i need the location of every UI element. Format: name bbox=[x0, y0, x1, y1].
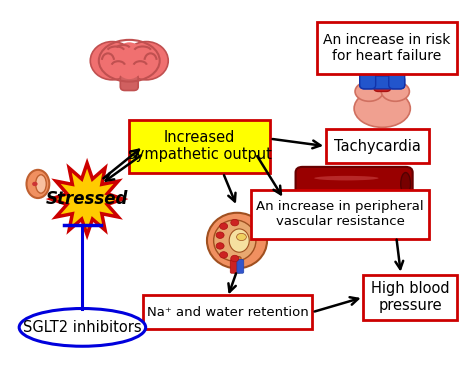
Ellipse shape bbox=[36, 175, 46, 193]
Ellipse shape bbox=[355, 82, 383, 101]
Ellipse shape bbox=[401, 172, 410, 195]
Ellipse shape bbox=[124, 42, 168, 80]
Ellipse shape bbox=[237, 233, 246, 241]
FancyBboxPatch shape bbox=[296, 167, 413, 201]
FancyBboxPatch shape bbox=[251, 190, 429, 239]
FancyBboxPatch shape bbox=[360, 76, 405, 89]
Ellipse shape bbox=[32, 182, 37, 186]
Text: High blood
pressure: High blood pressure bbox=[371, 281, 450, 313]
FancyBboxPatch shape bbox=[317, 22, 457, 74]
Ellipse shape bbox=[90, 42, 134, 80]
FancyBboxPatch shape bbox=[237, 260, 244, 273]
FancyBboxPatch shape bbox=[326, 129, 429, 163]
Ellipse shape bbox=[19, 309, 146, 346]
FancyBboxPatch shape bbox=[374, 74, 391, 92]
FancyBboxPatch shape bbox=[129, 120, 270, 173]
FancyBboxPatch shape bbox=[233, 257, 241, 273]
Text: Increased
sympathetic output: Increased sympathetic output bbox=[128, 130, 272, 162]
Text: SGLT2 inhibitors: SGLT2 inhibitors bbox=[23, 320, 142, 335]
Ellipse shape bbox=[207, 213, 267, 268]
Ellipse shape bbox=[214, 220, 256, 261]
Text: Stressed: Stressed bbox=[46, 190, 128, 208]
FancyBboxPatch shape bbox=[360, 70, 376, 89]
FancyBboxPatch shape bbox=[389, 70, 405, 89]
Text: Na⁺ and water retention: Na⁺ and water retention bbox=[147, 306, 309, 319]
Text: An increase in risk
for heart failure: An increase in risk for heart failure bbox=[323, 33, 451, 63]
Ellipse shape bbox=[231, 219, 239, 226]
Ellipse shape bbox=[219, 252, 228, 258]
Ellipse shape bbox=[231, 255, 239, 262]
Ellipse shape bbox=[354, 90, 410, 127]
FancyBboxPatch shape bbox=[364, 275, 457, 320]
Ellipse shape bbox=[219, 223, 228, 229]
Text: An increase in peripheral
vascular resistance: An increase in peripheral vascular resis… bbox=[256, 200, 424, 228]
FancyBboxPatch shape bbox=[143, 295, 312, 329]
Text: Tachycardia: Tachycardia bbox=[334, 139, 421, 154]
Ellipse shape bbox=[381, 82, 410, 101]
FancyBboxPatch shape bbox=[120, 74, 138, 90]
Ellipse shape bbox=[229, 229, 249, 252]
Ellipse shape bbox=[216, 232, 224, 238]
Ellipse shape bbox=[314, 176, 379, 180]
FancyBboxPatch shape bbox=[230, 260, 237, 273]
Ellipse shape bbox=[27, 170, 49, 198]
Polygon shape bbox=[51, 163, 123, 235]
Ellipse shape bbox=[216, 243, 224, 249]
Ellipse shape bbox=[114, 42, 145, 79]
